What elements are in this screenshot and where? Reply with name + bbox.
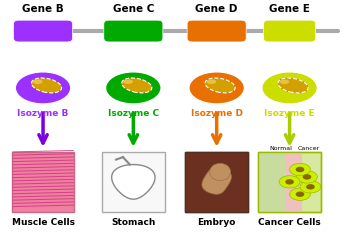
Ellipse shape	[106, 72, 161, 104]
Ellipse shape	[280, 80, 289, 84]
Ellipse shape	[262, 72, 317, 104]
Ellipse shape	[123, 80, 133, 84]
Ellipse shape	[296, 171, 317, 183]
Ellipse shape	[206, 80, 216, 84]
Ellipse shape	[205, 78, 235, 93]
Ellipse shape	[122, 78, 152, 93]
Ellipse shape	[33, 80, 43, 84]
Text: Cancer Cells: Cancer Cells	[258, 218, 321, 227]
Text: Stomach: Stomach	[111, 218, 155, 227]
Ellipse shape	[296, 167, 304, 172]
Text: Isozyme E: Isozyme E	[264, 109, 315, 118]
Text: Isozyme C: Isozyme C	[108, 109, 159, 118]
Text: Isozyme B: Isozyme B	[18, 109, 69, 118]
Ellipse shape	[189, 72, 244, 104]
FancyBboxPatch shape	[14, 20, 72, 42]
FancyBboxPatch shape	[104, 20, 163, 42]
Ellipse shape	[278, 78, 308, 93]
FancyBboxPatch shape	[258, 152, 321, 212]
FancyBboxPatch shape	[286, 152, 302, 212]
Text: Cancer: Cancer	[298, 146, 320, 151]
FancyBboxPatch shape	[258, 152, 286, 212]
Ellipse shape	[289, 188, 310, 200]
Text: Isozyme D: Isozyme D	[191, 109, 243, 118]
Ellipse shape	[289, 163, 310, 176]
FancyBboxPatch shape	[187, 20, 246, 42]
Ellipse shape	[303, 174, 311, 180]
Text: Gene E: Gene E	[269, 4, 310, 14]
Ellipse shape	[279, 176, 300, 188]
Text: Normal: Normal	[270, 146, 292, 151]
Ellipse shape	[296, 192, 304, 197]
Ellipse shape	[285, 179, 294, 184]
Ellipse shape	[15, 72, 71, 104]
FancyBboxPatch shape	[186, 152, 248, 212]
Ellipse shape	[306, 184, 315, 190]
Text: Gene D: Gene D	[196, 4, 238, 14]
Ellipse shape	[210, 163, 231, 180]
FancyBboxPatch shape	[102, 152, 164, 212]
FancyBboxPatch shape	[186, 152, 248, 212]
Text: Gene B: Gene B	[22, 4, 64, 14]
Text: Embryo: Embryo	[197, 218, 236, 227]
Polygon shape	[202, 167, 231, 194]
Text: Muscle Cells: Muscle Cells	[12, 218, 75, 227]
Polygon shape	[112, 164, 155, 199]
Ellipse shape	[300, 180, 321, 193]
Ellipse shape	[32, 78, 62, 93]
FancyBboxPatch shape	[264, 20, 316, 42]
Text: Gene C: Gene C	[113, 4, 154, 14]
FancyBboxPatch shape	[12, 152, 74, 212]
